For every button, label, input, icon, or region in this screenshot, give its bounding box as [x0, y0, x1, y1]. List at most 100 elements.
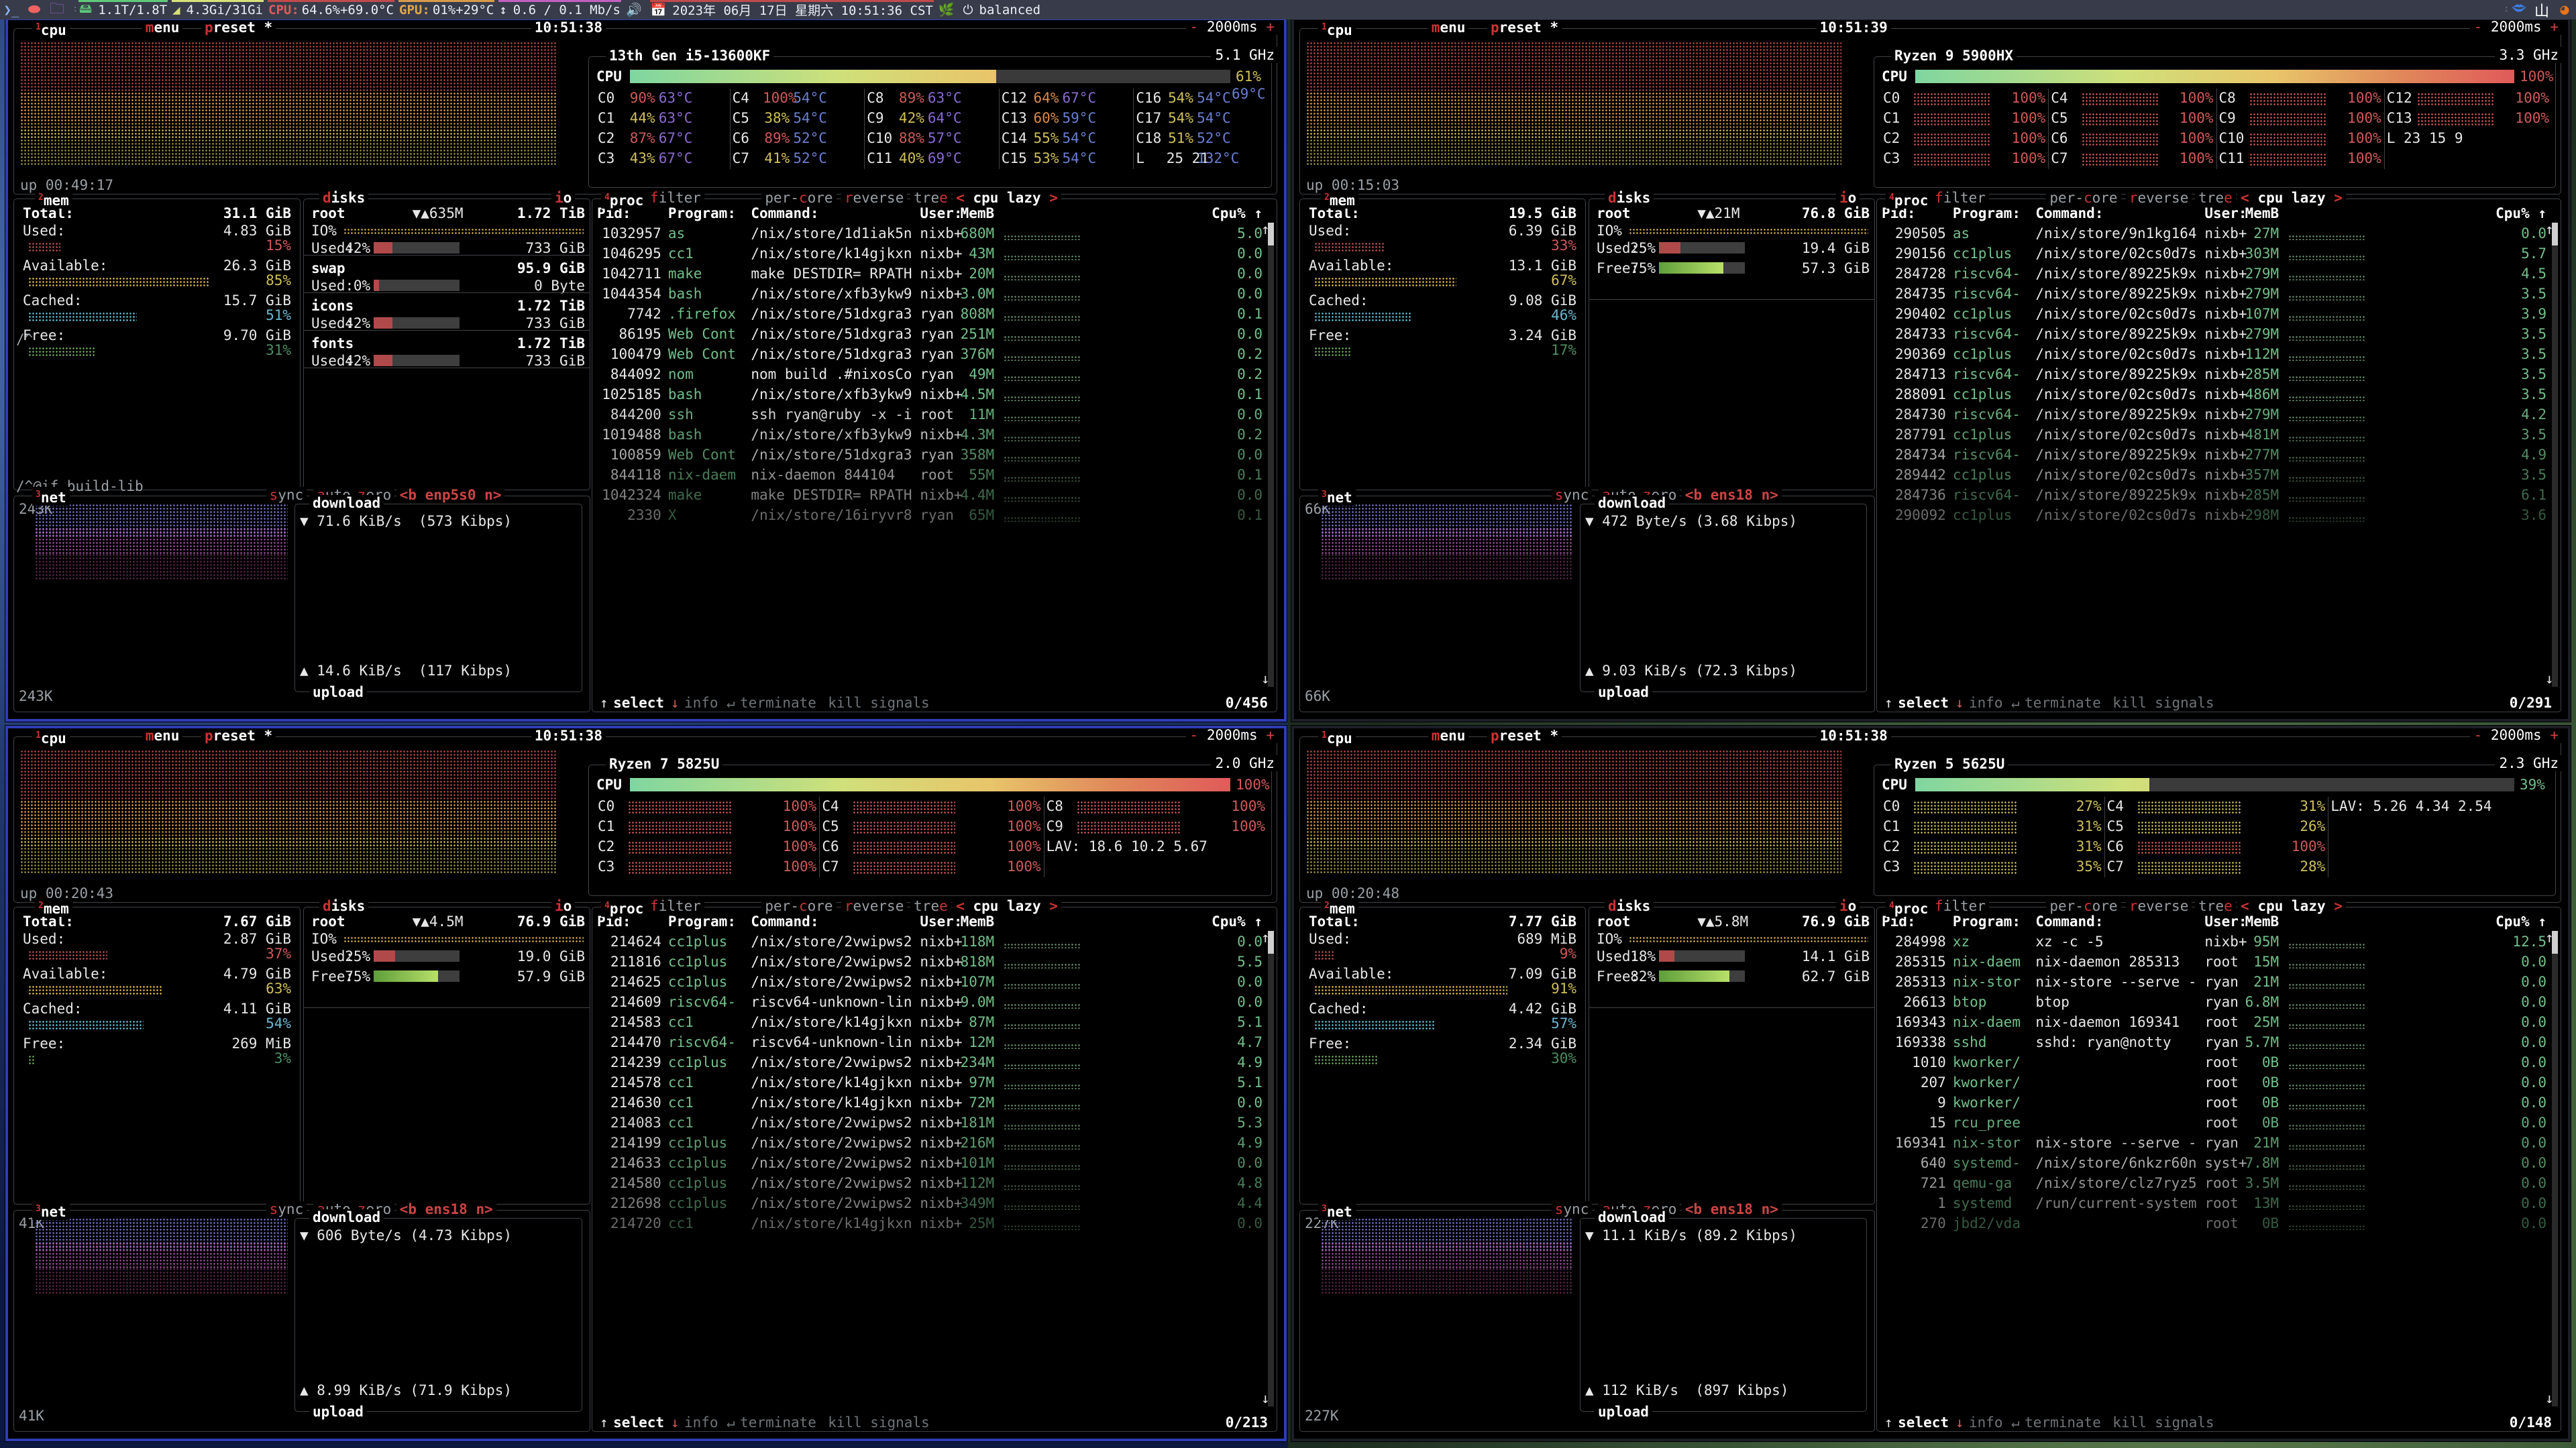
- proc-col-program[interactable]: Program:: [667, 205, 736, 221]
- proc-col-memb[interactable]: MemB: [960, 913, 995, 930]
- proc-footer-terminate[interactable]: terminate: [740, 695, 816, 711]
- proc-footer-terminate[interactable]: terminate: [2025, 1414, 2101, 1431]
- proc-col-program[interactable]: Program:: [1952, 913, 2021, 930]
- tab-proc[interactable]: 4proc: [1886, 190, 1932, 209]
- panel-item-disk[interactable]: 🖴 1.1T/1.8T: [76, 0, 170, 19]
- preset-button[interactable]: preset *: [201, 728, 276, 744]
- panel-launchers[interactable]: ❯_ ⬬ 🗀 ∶: [0, 0, 78, 19]
- proc-col-user[interactable]: User:: [920, 913, 963, 930]
- tab-mem[interactable]: 2mem: [1321, 190, 1358, 209]
- net-interface-selector[interactable]: <b ens18 n>: [1681, 487, 1782, 503]
- proc-reverse-button[interactable]: reverse: [2125, 190, 2192, 206]
- proc-col-cpu[interactable]: Cpu% ↑: [1212, 205, 1263, 221]
- proc-reverse-button[interactable]: reverse: [2125, 898, 2192, 914]
- preset-button[interactable]: preset *: [1487, 728, 1562, 744]
- proc-scroll-down-icon[interactable]: ↓: [2545, 1390, 2554, 1406]
- proc-col-program[interactable]: Program:: [1952, 205, 2021, 221]
- bluetooth-icon[interactable]: 🗢: [2511, 0, 2527, 17]
- proc-footer-info[interactable]: info: [1969, 695, 2003, 711]
- proc-footer-down-icon[interactable]: ↓: [670, 695, 680, 711]
- proc-scroll-down-icon[interactable]: ↓: [1261, 671, 1270, 687]
- net-sync-button[interactable]: sync: [266, 487, 307, 503]
- opera-icon[interactable]: ⬬: [28, 1, 41, 18]
- proc-footer-signals[interactable]: signals: [2155, 695, 2214, 711]
- proc-footer-info[interactable]: info: [684, 1414, 718, 1431]
- proc-col-memb[interactable]: MemB: [2245, 205, 2279, 221]
- proc-scrollbar[interactable]: [1268, 223, 1274, 687]
- proc-filter-button[interactable]: filter: [1931, 898, 1989, 914]
- tab-cpu[interactable]: 1cpu: [32, 728, 70, 746]
- proc-percore-button[interactable]: per-core: [761, 898, 837, 914]
- panel-item-power-profile[interactable]: ⏻ balanced: [961, 0, 1044, 19]
- net-interface-selector[interactable]: <b ens18 n>: [1681, 1201, 1782, 1217]
- panel-item-clock[interactable]: 📅 2023年 06月 17日 星期六 10:51:36 CST: [648, 0, 936, 19]
- proc-sort-selector[interactable]: < cpu lazy >: [2237, 898, 2346, 914]
- menu-button[interactable]: menu: [1428, 728, 1469, 744]
- panel-separator-handle[interactable]: ∶: [72, 4, 78, 15]
- net-interface-selector[interactable]: <b ens18 n>: [396, 1201, 496, 1217]
- proc-footer-up-icon[interactable]: ↑: [600, 695, 608, 711]
- proc-footer-enter-icon[interactable]: ↵: [727, 695, 735, 711]
- panel-item-memory[interactable]: ◢ 4.3Gi/31Gi: [170, 0, 266, 19]
- menu-button[interactable]: menu: [1428, 20, 1469, 36]
- tab-proc[interactable]: 4proc: [601, 898, 647, 917]
- terminal-icon[interactable]: ❯_: [3, 2, 19, 17]
- panel-tray[interactable]: ∶ 🗢 山 ◕: [2500, 0, 2576, 20]
- proc-footer-select[interactable]: select: [613, 695, 665, 711]
- proc-col-cpu[interactable]: Cpu% ↑: [2496, 913, 2546, 930]
- proc-footer-kill[interactable]: kill: [2112, 695, 2147, 711]
- proc-col-command[interactable]: Command:: [751, 205, 819, 221]
- net-sync-button[interactable]: sync: [1551, 487, 1593, 503]
- proc-footer-enter-icon[interactable]: ↵: [2011, 695, 2020, 711]
- tray-separator-handle[interactable]: ∶: [2504, 4, 2510, 15]
- proc-tree-button[interactable]: tree: [910, 898, 951, 914]
- proc-col-cpu[interactable]: Cpu% ↑: [1212, 913, 1263, 930]
- tab-net[interactable]: 3net: [1318, 487, 1356, 506]
- menu-button[interactable]: menu: [142, 728, 183, 744]
- proc-footer-kill[interactable]: kill: [828, 1414, 862, 1431]
- proc-scroll-up-icon[interactable]: ↑: [1261, 930, 1270, 946]
- proc-footer-info[interactable]: info: [684, 695, 718, 711]
- btop-window-bl[interactable]: 1cpu menu preset * 10:51:38 - 2000ms + Ryzen …: [5, 726, 1287, 1441]
- tab-mem[interactable]: 2mem: [1321, 898, 1358, 917]
- proc-scrollbar[interactable]: [1268, 931, 1274, 1406]
- proc-scrollbar[interactable]: [2552, 223, 2558, 687]
- proc-footer-down-icon[interactable]: ↓: [1955, 1414, 1964, 1431]
- proc-percore-button[interactable]: per-core: [2046, 190, 2121, 206]
- proc-footer-select[interactable]: select: [1898, 1414, 1949, 1431]
- proc-footer-up-icon[interactable]: ↑: [1884, 695, 1893, 711]
- tab-mem[interactable]: 2mem: [35, 190, 72, 209]
- proc-tree-button[interactable]: tree: [2195, 898, 2236, 914]
- btop-window-tl[interactable]: 1cpu menu preset * 10:51:38 - 2000ms + 13th G…: [5, 17, 1287, 722]
- btop-window-tr[interactable]: 1cpu menu preset * 10:51:39 - 2000ms + Ryzen …: [1291, 17, 2571, 722]
- proc-footer-signals[interactable]: signals: [870, 695, 930, 711]
- proc-footer-info[interactable]: info: [1969, 1414, 2003, 1431]
- panel-item-network[interactable]: ↕ 0.6 / 0.1 Mb/s: [496, 0, 623, 19]
- panel-item-gpu[interactable]: GPU: 01%+29°C: [396, 0, 496, 19]
- update-interval[interactable]: - 2000ms +: [1185, 20, 1279, 35]
- proc-footer-up-icon[interactable]: ↑: [1884, 1414, 1893, 1431]
- proc-footer-select[interactable]: select: [1898, 695, 1949, 711]
- proc-footer-down-icon[interactable]: ↓: [670, 1414, 680, 1431]
- proc-reverse-button[interactable]: reverse: [841, 190, 908, 206]
- menu-button[interactable]: menu: [142, 20, 183, 36]
- proc-sort-selector[interactable]: < cpu lazy >: [953, 190, 1061, 206]
- net-sync-button[interactable]: sync: [1551, 1201, 1593, 1217]
- update-interval[interactable]: - 2000ms +: [1185, 728, 1279, 743]
- proc-scroll-up-icon[interactable]: ↑: [2545, 930, 2554, 946]
- proc-scroll-down-icon[interactable]: ↓: [1261, 1390, 1270, 1406]
- proc-filter-button[interactable]: filter: [647, 898, 704, 914]
- proc-col-memb[interactable]: MemB: [960, 205, 995, 221]
- proc-sort-selector[interactable]: < cpu lazy >: [953, 898, 1061, 914]
- net-interface-selector[interactable]: <b enp5s0 n>: [396, 487, 505, 503]
- proc-footer-down-icon[interactable]: ↓: [1955, 695, 1964, 711]
- proc-reverse-button[interactable]: reverse: [841, 898, 908, 914]
- preset-button[interactable]: preset *: [201, 20, 276, 36]
- proc-footer-enter-icon[interactable]: ↵: [2011, 1414, 2020, 1431]
- firefox-icon[interactable]: ◕: [2560, 1, 2569, 18]
- proc-col-user[interactable]: User:: [2204, 205, 2247, 221]
- proc-scrollbar[interactable]: [2552, 931, 2558, 1406]
- tab-mem[interactable]: 2mem: [35, 898, 72, 917]
- proc-col-program[interactable]: Program:: [667, 913, 736, 930]
- proc-sort-selector[interactable]: < cpu lazy >: [2237, 190, 2346, 206]
